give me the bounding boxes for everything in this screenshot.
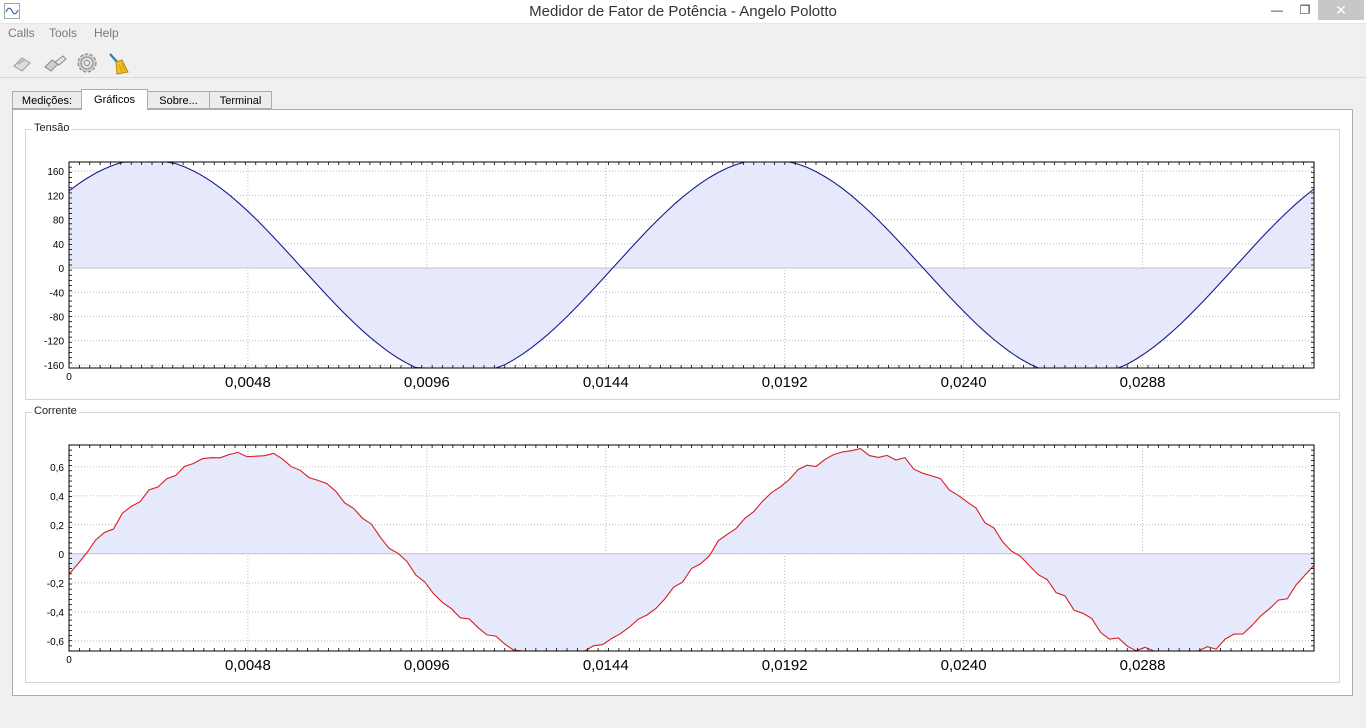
- settings-button[interactable]: [74, 50, 100, 76]
- y-tick-label: 0: [58, 264, 64, 275]
- x-tick-label: 0,0288: [1120, 657, 1166, 674]
- series-line: [68, 448, 1315, 652]
- x-tick-label: 0: [66, 655, 72, 666]
- y-tick-label: -0,4: [47, 608, 65, 619]
- series-area-fill: [69, 448, 1314, 651]
- tab-graficos[interactable]: Gráficos: [81, 89, 148, 110]
- y-tick-label: -0,2: [47, 579, 65, 590]
- x-tick-label: 0: [66, 372, 72, 383]
- tensao-group: Tensão 160 120 80 40 0 -40 -80 -120 -160 0 0,0048 0…: [25, 122, 1340, 400]
- tab-sobre[interactable]: Sobre...: [147, 91, 210, 109]
- x-tick-label: 0,0096: [404, 657, 450, 674]
- menu-help[interactable]: Help: [94, 26, 119, 40]
- tab-terminal[interactable]: Terminal: [209, 91, 272, 109]
- x-tick-label: 0,0144: [583, 374, 629, 391]
- x-tick-label: 0,0240: [941, 657, 987, 674]
- x-tick-label: 0,0288: [1120, 374, 1166, 391]
- clear-button[interactable]: [105, 50, 131, 76]
- y-tick-label: -80: [50, 313, 65, 324]
- app-wave-icon: [4, 3, 20, 19]
- x-tick-label: 0,0096: [404, 374, 450, 391]
- y-tick-label: -40: [50, 288, 65, 299]
- tensao-group-title: Tensão: [32, 122, 72, 134]
- y-tick-label: -0,6: [47, 637, 65, 648]
- corrente-chart: 0,60,40,20-0,2-0,4-0,60 0,0048 0,0096 0,014…: [47, 444, 1315, 674]
- menu-calls[interactable]: Calls: [8, 26, 35, 40]
- graficos-panel: Tensão 160 120 80 40 0 -40 -80 -120 -160 0 0,0048 0…: [12, 109, 1353, 696]
- title-bar: Medidor de Fator de Potência - Angelo Po…: [0, 0, 1366, 24]
- disconnect-button[interactable]: [42, 50, 68, 76]
- toolbar: [0, 45, 1366, 78]
- y-tick-label: 80: [53, 216, 65, 227]
- close-button[interactable]: ✕: [1318, 0, 1364, 20]
- connect-button[interactable]: [10, 50, 36, 76]
- menu-tools[interactable]: Tools: [49, 26, 78, 40]
- series-area-fill: [69, 162, 1314, 368]
- x-tick-label: 0,0192: [762, 374, 808, 391]
- x-tick-label: 0,0240: [941, 374, 987, 391]
- x-tick-label: 0,0048: [225, 657, 271, 674]
- x-tick-label: 0,0192: [762, 657, 808, 674]
- y-tick-label: 0,4: [50, 492, 64, 503]
- connect-icon: [13, 57, 31, 72]
- maximize-button[interactable]: ❐: [1299, 3, 1311, 17]
- window-title: Medidor de Fator de Potência - Angelo Po…: [529, 3, 837, 20]
- y-tick-label: 0: [58, 550, 64, 561]
- y-tick-label: -120: [44, 337, 64, 348]
- clear-broom-icon: [109, 53, 129, 75]
- x-tick-label: 0,0048: [225, 374, 271, 391]
- minimize-button[interactable]: —: [1271, 3, 1283, 17]
- y-tick-label: 40: [53, 240, 65, 251]
- y-tick-label: 120: [47, 191, 64, 202]
- corrente-group: Corrente 0,6 0,4 0,2 0 -0,2 -0,4 -0,6 0 0,0048 0,…: [25, 405, 1340, 683]
- tab-medicoes[interactable]: Medições:: [12, 91, 82, 109]
- menu-bar: Calls Tools Help: [0, 24, 1366, 44]
- y-tick-label: 0,2: [50, 521, 64, 532]
- x-tick-label: 0,0144: [583, 657, 629, 674]
- corrente-group-title: Corrente: [32, 405, 79, 417]
- disconnect-icon: [44, 55, 67, 72]
- y-tick-label: -160: [44, 361, 64, 372]
- y-tick-label: 0,6: [50, 463, 64, 474]
- settings-gear-icon: [77, 53, 97, 73]
- y-tick-label: 160: [47, 167, 64, 178]
